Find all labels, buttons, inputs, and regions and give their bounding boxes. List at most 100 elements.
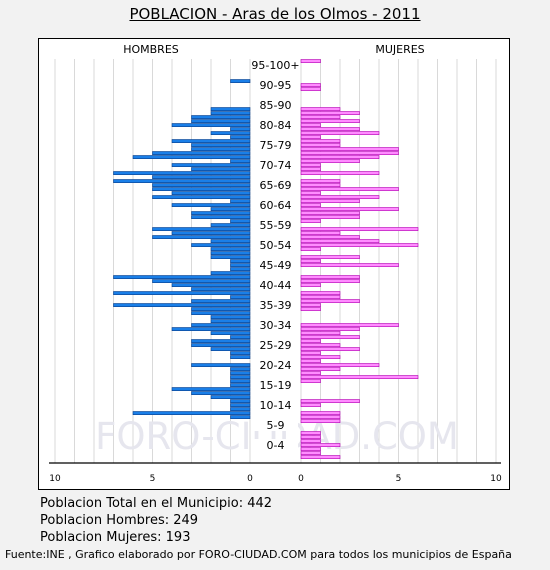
bar-mujeres [300,451,321,456]
bar-hombres [171,123,251,128]
bar-mujeres [300,163,321,168]
bar-hombres [230,351,251,356]
bar-mujeres [300,183,341,188]
bar-hombres [210,395,251,400]
source-note: Fuente:INE , Grafico elaborado por FORO-… [5,548,512,561]
bar-hombres [230,219,251,224]
bar-mujeres [300,443,341,448]
bar-hombres [191,391,251,396]
age-label-bg [253,319,298,331]
age-label-bg [253,399,298,411]
bar-hombres [230,159,251,164]
bar-mujeres [300,179,341,184]
bar-mujeres [300,199,360,204]
bar-hombres [113,171,251,176]
age-label-bg [253,99,298,111]
x-tick-label-left: 10 [49,474,61,484]
bar-mujeres [300,155,380,160]
age-label: 25-29 [260,339,292,352]
bar-hombres [191,363,251,368]
bar-hombres [230,335,251,340]
age-label-bg [253,219,298,231]
bar-hombres [171,387,251,392]
bar-hombres [210,331,251,336]
bar-mujeres [300,59,321,64]
bar-mujeres [300,263,399,268]
bar-hombres [152,227,251,232]
bar-mujeres [300,455,341,460]
bar-mujeres [300,107,341,112]
bar-hombres [230,79,251,84]
bar-hombres [230,267,251,272]
age-label-bg [253,299,298,311]
age-label-bg [253,119,298,131]
bar-hombres [230,127,251,132]
age-label-bg [253,159,298,171]
bar-mujeres [300,363,380,368]
bar-hombres [152,183,251,188]
age-label: 40-44 [260,279,292,292]
bar-mujeres [300,147,399,152]
bar-mujeres [300,87,321,92]
x-tick-label-right: 10 [490,474,502,484]
age-label: 35-39 [260,299,292,312]
hombres-label: HOMBRES [123,43,179,56]
bar-mujeres [300,347,360,352]
bar-mujeres [300,207,399,212]
bar-hombres [230,199,251,204]
bar-mujeres [300,367,341,372]
bar-hombres [210,223,251,228]
bar-mujeres [300,439,321,444]
bar-mujeres [300,135,321,140]
chart-frame: HOMBRES MUJERES FORO-CIUDAD.COM 95-100+ 9… [38,38,510,490]
bar-hombres [113,303,251,308]
bar-mujeres [300,171,380,176]
x-tick-label-right: 5 [396,474,402,484]
bar-mujeres [300,231,341,236]
bar-mujeres [300,447,321,452]
bar-mujeres [300,187,399,192]
bar-hombres [171,327,251,332]
bar-mujeres [300,191,321,196]
bar-mujeres [300,379,321,384]
bar-hombres [171,231,251,236]
bar-hombres [152,235,251,240]
bar-mujeres [300,195,380,200]
age-label: 85-90 [260,99,292,112]
bar-mujeres [300,275,360,280]
bar-hombres [152,151,251,156]
bar-hombres [230,379,251,384]
bar-mujeres [300,247,321,252]
age-label-bg [253,79,298,91]
age-label-bg [253,59,298,71]
bar-mujeres [300,291,341,296]
age-label: 65-69 [260,179,292,192]
bar-hombres [230,367,251,372]
bar-mujeres [300,339,321,344]
bar-hombres [191,323,251,328]
bar-hombres [230,371,251,376]
bar-mujeres [300,295,341,300]
age-label: 80-84 [260,119,292,132]
bar-hombres [230,295,251,300]
bar-mujeres [300,403,321,408]
bar-mujeres [300,435,321,440]
bar-mujeres [300,111,360,116]
bar-hombres [230,355,251,360]
bar-mujeres [300,331,341,336]
bar-hombres [230,407,251,412]
age-label: 50-54 [260,239,292,252]
bar-hombres [191,119,251,124]
bar-hombres [210,255,251,260]
bar-mujeres [300,327,360,332]
age-label-bg [253,439,298,451]
bar-hombres [171,283,251,288]
bar-mujeres [300,323,399,328]
age-label-bg [253,199,298,211]
bar-hombres [210,107,251,112]
bar-mujeres [300,115,341,120]
bar-hombres [210,271,251,276]
age-label-bg [253,419,298,431]
age-label-bg [253,139,298,151]
bar-hombres [210,239,251,244]
